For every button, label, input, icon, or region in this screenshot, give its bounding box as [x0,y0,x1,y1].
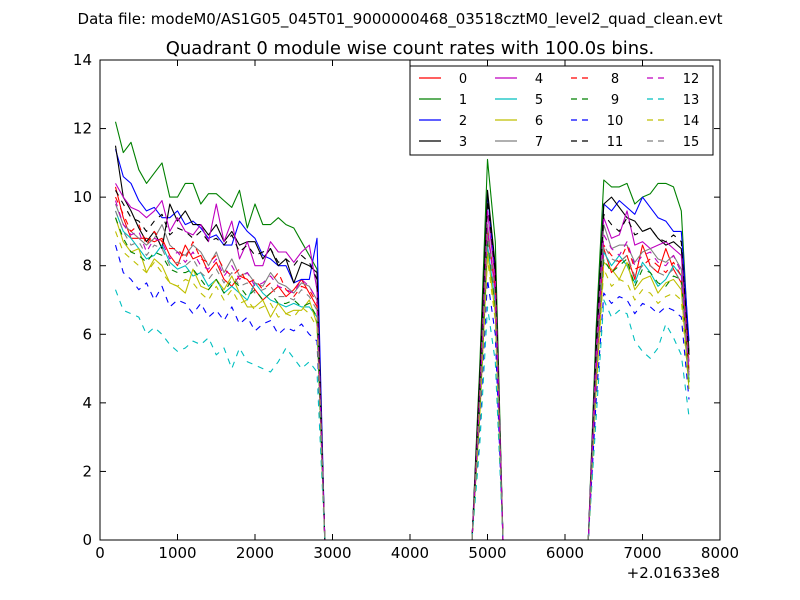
legend-label-1: 1 [459,93,467,108]
y-tick-label: 4 [82,394,92,412]
series-line-14 [114,231,690,541]
x-tick-label: 6000 [546,544,584,562]
x-tick-label: 0 [95,544,105,562]
legend-label-6: 6 [535,114,543,129]
legend-label-11: 11 [607,135,624,150]
legend-label-12: 12 [683,72,700,87]
x-tick-label: 7000 [623,544,661,562]
series-line-0 [114,186,690,541]
legend-label-14: 14 [683,114,700,129]
legend-label-2: 2 [459,114,467,129]
series-line-12 [114,200,690,541]
y-tick-label: 6 [82,325,92,343]
y-tick-label: 10 [73,188,92,206]
legend-label-5: 5 [535,93,543,108]
legend-label-9: 9 [611,93,619,108]
chart-title: Quadrant 0 module wise count rates with … [166,38,655,59]
series-line-4 [115,183,690,541]
legend-label-10: 10 [607,114,624,129]
legend-label-3: 3 [459,135,467,150]
x-tick-label: 5000 [468,544,506,562]
figure-suptitle: Data file: modeM0/AS1G05_045T01_90000004… [78,10,723,29]
x-tick-label: 3000 [313,544,351,562]
legend-label-7: 7 [535,135,543,150]
series-line-1 [114,121,690,541]
series-line-8 [114,196,690,541]
x-offset-label: +2.01633e8 [627,564,720,582]
y-tick-label: 0 [82,531,92,549]
series-line-15 [114,210,690,541]
plot-frame [99,59,721,541]
legend-label-0: 0 [459,72,467,87]
legend-label-4: 4 [535,72,543,87]
y-tick-label: 14 [73,51,92,69]
x-tick-label: 2000 [236,544,274,562]
series-line-13 [114,289,690,541]
ticks-layer: 0 1000 2000 3000 4000 5000 6000 7000 80000246810… [73,51,739,562]
series-line-10 [114,244,690,541]
x-tick-label: 8000 [701,544,739,562]
legend-label-8: 8 [611,72,619,87]
legend-label-15: 15 [683,135,700,150]
y-tick-label: 8 [82,257,92,275]
y-tick-label: 2 [82,462,92,480]
x-tick-label: 1000 [158,544,196,562]
series-line-9 [114,217,690,541]
legend-label-13: 13 [683,93,700,108]
x-tick-label: 4000 [391,544,429,562]
series-line-2 [114,148,690,541]
series-layer [114,121,690,541]
legend-frame [409,65,714,156]
y-tick-label: 12 [73,120,92,138]
